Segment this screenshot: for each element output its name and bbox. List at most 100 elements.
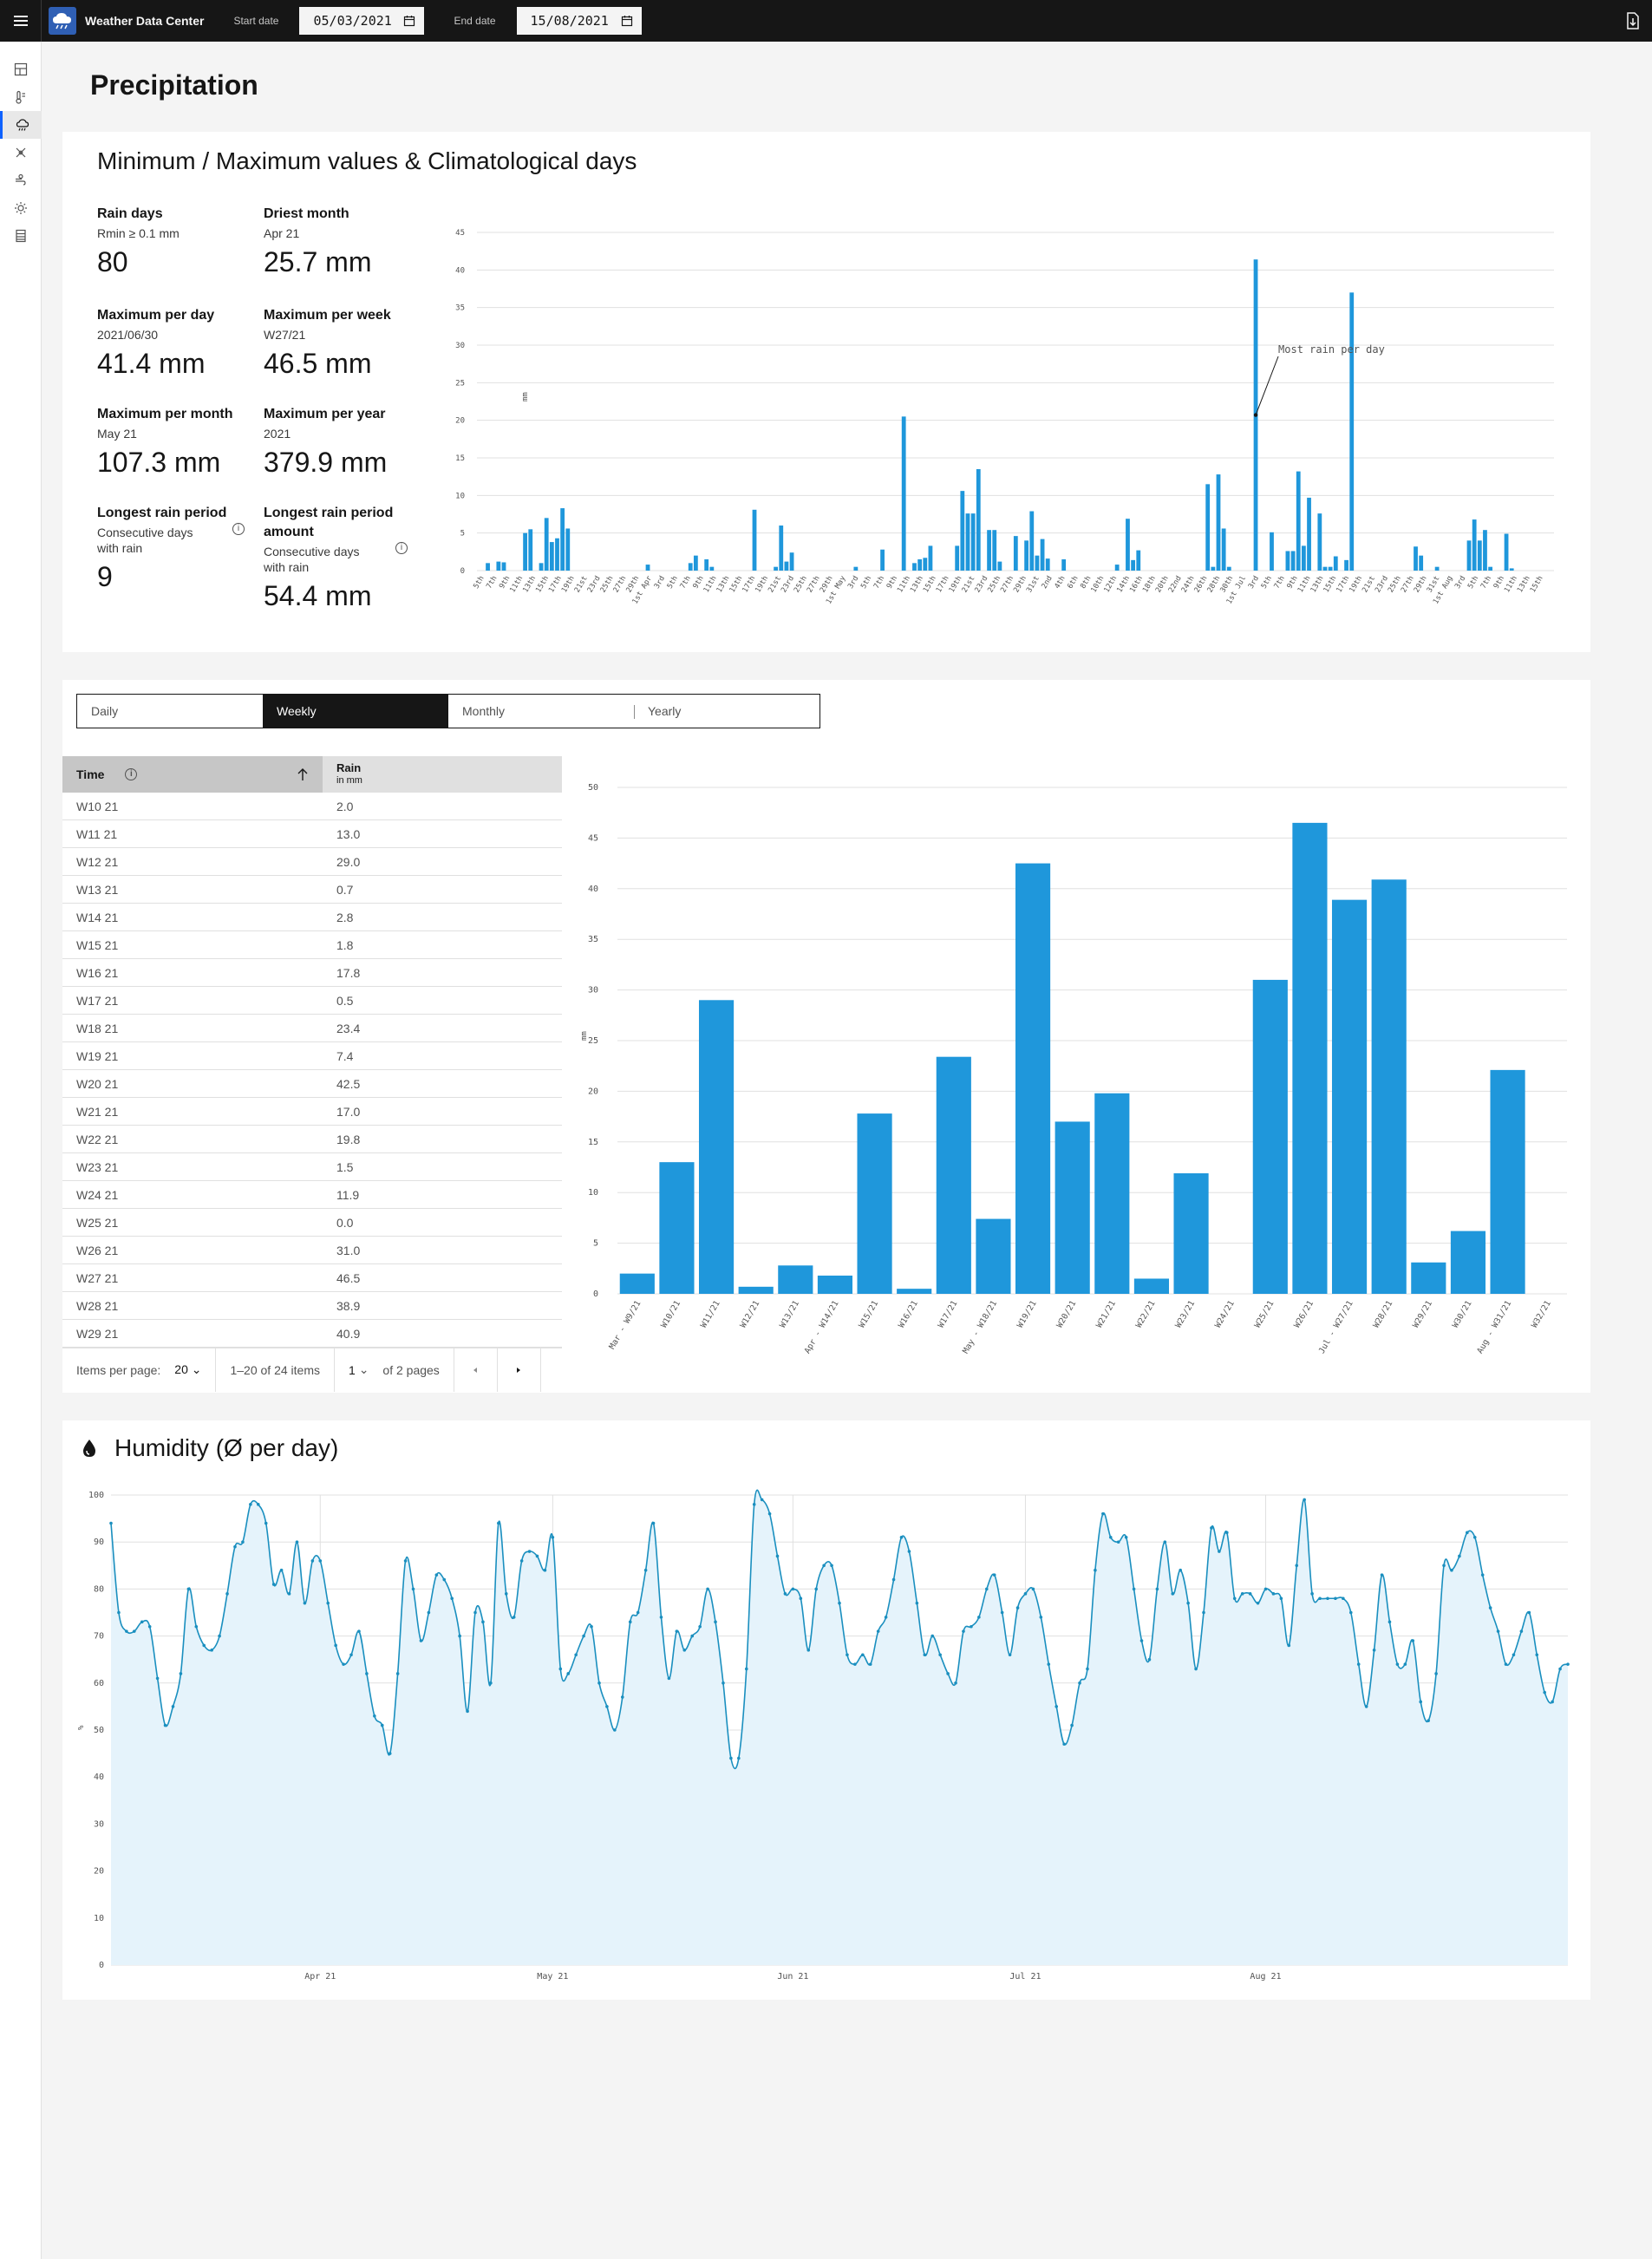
stat-sub: May 21 — [97, 427, 137, 441]
daily-bar — [1328, 566, 1333, 571]
tab-monthly[interactable]: Monthly — [448, 695, 634, 728]
calendar-icon[interactable] — [403, 15, 415, 27]
humidity-point — [202, 1643, 206, 1648]
column-header-time[interactable]: Time i — [62, 756, 323, 793]
humidity-point — [1248, 1592, 1252, 1596]
x-tick-label: 3rd — [846, 575, 860, 591]
end-date-input[interactable]: 15/08/2021 — [516, 7, 642, 35]
nav-data[interactable] — [0, 222, 42, 250]
daily-bar — [1434, 566, 1440, 571]
humidity-point — [326, 1601, 330, 1605]
x-tick-label: W26/21 — [1292, 1299, 1316, 1329]
nav-wind[interactable] — [0, 139, 42, 166]
x-tick-label: W28/21 — [1372, 1299, 1395, 1329]
humidity-point — [1480, 1573, 1485, 1577]
humidity-point — [977, 1616, 981, 1619]
cell-time: W22 21 — [76, 1132, 119, 1146]
info-icon[interactable]: i — [395, 542, 408, 554]
humidity-point — [1450, 1568, 1453, 1572]
hamburger-menu-button[interactable] — [0, 0, 42, 42]
start-date-input[interactable]: 05/03/2021 — [299, 7, 425, 35]
items-per-page-select[interactable]: 20 ⌄ — [174, 1362, 201, 1377]
x-tick-label: W22/21 — [1134, 1299, 1158, 1329]
humidity-point — [1039, 1616, 1043, 1619]
column-header-rain[interactable]: Rain in mm — [323, 762, 362, 787]
humidity-point — [1116, 1540, 1120, 1544]
table-row: W26 21 31.0 — [62, 1237, 562, 1264]
daily-bar — [565, 528, 571, 571]
humidity-point — [1348, 1610, 1353, 1615]
x-tick-label: May - W18/21 — [961, 1299, 999, 1355]
cell-time: W16 21 — [76, 965, 119, 980]
cell-time: W23 21 — [76, 1159, 119, 1174]
nav-temperature[interactable] — [0, 83, 42, 111]
humidity-point — [1287, 1643, 1291, 1648]
humidity-point — [799, 1596, 803, 1601]
column-rain-label: Rain — [336, 761, 362, 774]
info-icon[interactable]: i — [232, 523, 245, 535]
page-select[interactable]: 1 ⌄ — [335, 1348, 375, 1392]
period-tabs: Daily Weekly Monthly Yearly — [76, 694, 820, 728]
daily-bar — [1013, 536, 1018, 571]
daily-bar — [1322, 566, 1328, 571]
y-tick-label: 60 — [94, 1679, 104, 1688]
nav-precipitation[interactable] — [0, 111, 42, 139]
humidity-point — [434, 1573, 439, 1577]
humidity-point — [714, 1620, 717, 1624]
export-file-button[interactable] — [1623, 10, 1643, 31]
daily-bar — [1029, 511, 1035, 571]
info-icon[interactable]: i — [125, 768, 138, 780]
tab-yearly[interactable]: Yearly — [634, 695, 819, 728]
cell-time: W19 21 — [76, 1048, 119, 1063]
humidity-point — [938, 1653, 942, 1657]
humidity-point — [1232, 1596, 1237, 1601]
annotation-label: Most rain per day — [1278, 343, 1385, 356]
x-tick-label: W10/21 — [659, 1299, 682, 1329]
daily-bar — [853, 566, 859, 571]
y-tick-label: 10 — [94, 1914, 104, 1923]
humidity-point — [1086, 1667, 1089, 1671]
humidity-point — [1218, 1550, 1221, 1553]
tab-daily[interactable]: Daily — [77, 695, 263, 728]
x-tick-label: Mar - W9/21 — [607, 1299, 643, 1351]
y-axis-title: mm — [580, 1031, 589, 1041]
humidity-point — [853, 1662, 857, 1666]
stat-sub: Apr 21 — [264, 226, 300, 240]
humidity-point — [582, 1634, 585, 1638]
calendar-icon[interactable] — [621, 15, 633, 27]
sort-ascending-icon[interactable] — [297, 767, 309, 781]
next-page-button[interactable] — [498, 1348, 541, 1392]
nav-windchill[interactable] — [0, 166, 42, 194]
x-tick-label: 4th — [1053, 575, 1067, 591]
weekly-bar — [1015, 863, 1051, 1294]
cell-time: W26 21 — [76, 1243, 119, 1257]
stat-value: 9 — [97, 561, 113, 592]
humidity-point — [1139, 1639, 1144, 1642]
previous-page-button[interactable] — [454, 1348, 498, 1392]
y-tick-label: 50 — [94, 1726, 104, 1735]
tab-weekly[interactable]: Weekly — [263, 695, 448, 728]
humidity-point — [690, 1634, 695, 1638]
cell-rain: 7.4 — [336, 1048, 354, 1063]
nav-sunshine[interactable] — [0, 194, 42, 222]
cell-time: W13 21 — [76, 882, 119, 897]
humidity-point — [179, 1672, 183, 1675]
humidity-point — [1466, 1531, 1469, 1535]
humidity-point — [760, 1498, 764, 1502]
humidity-point — [264, 1521, 268, 1525]
humidity-point — [295, 1540, 299, 1544]
humidity-point — [946, 1672, 950, 1675]
humidity-point — [1263, 1587, 1268, 1591]
daily-bar — [1205, 484, 1211, 571]
humidity-point — [133, 1629, 136, 1633]
data-icon — [16, 229, 26, 243]
humidity-point — [791, 1587, 795, 1591]
y-tick-label: 35 — [588, 935, 598, 944]
humidity-point — [310, 1559, 315, 1563]
humidity-point — [1124, 1535, 1128, 1539]
daily-bar — [645, 565, 650, 571]
humidity-point — [1334, 1596, 1337, 1601]
cell-rain: 46.5 — [336, 1270, 361, 1285]
nav-dashboard[interactable] — [0, 55, 42, 83]
daily-bar — [1045, 558, 1050, 571]
